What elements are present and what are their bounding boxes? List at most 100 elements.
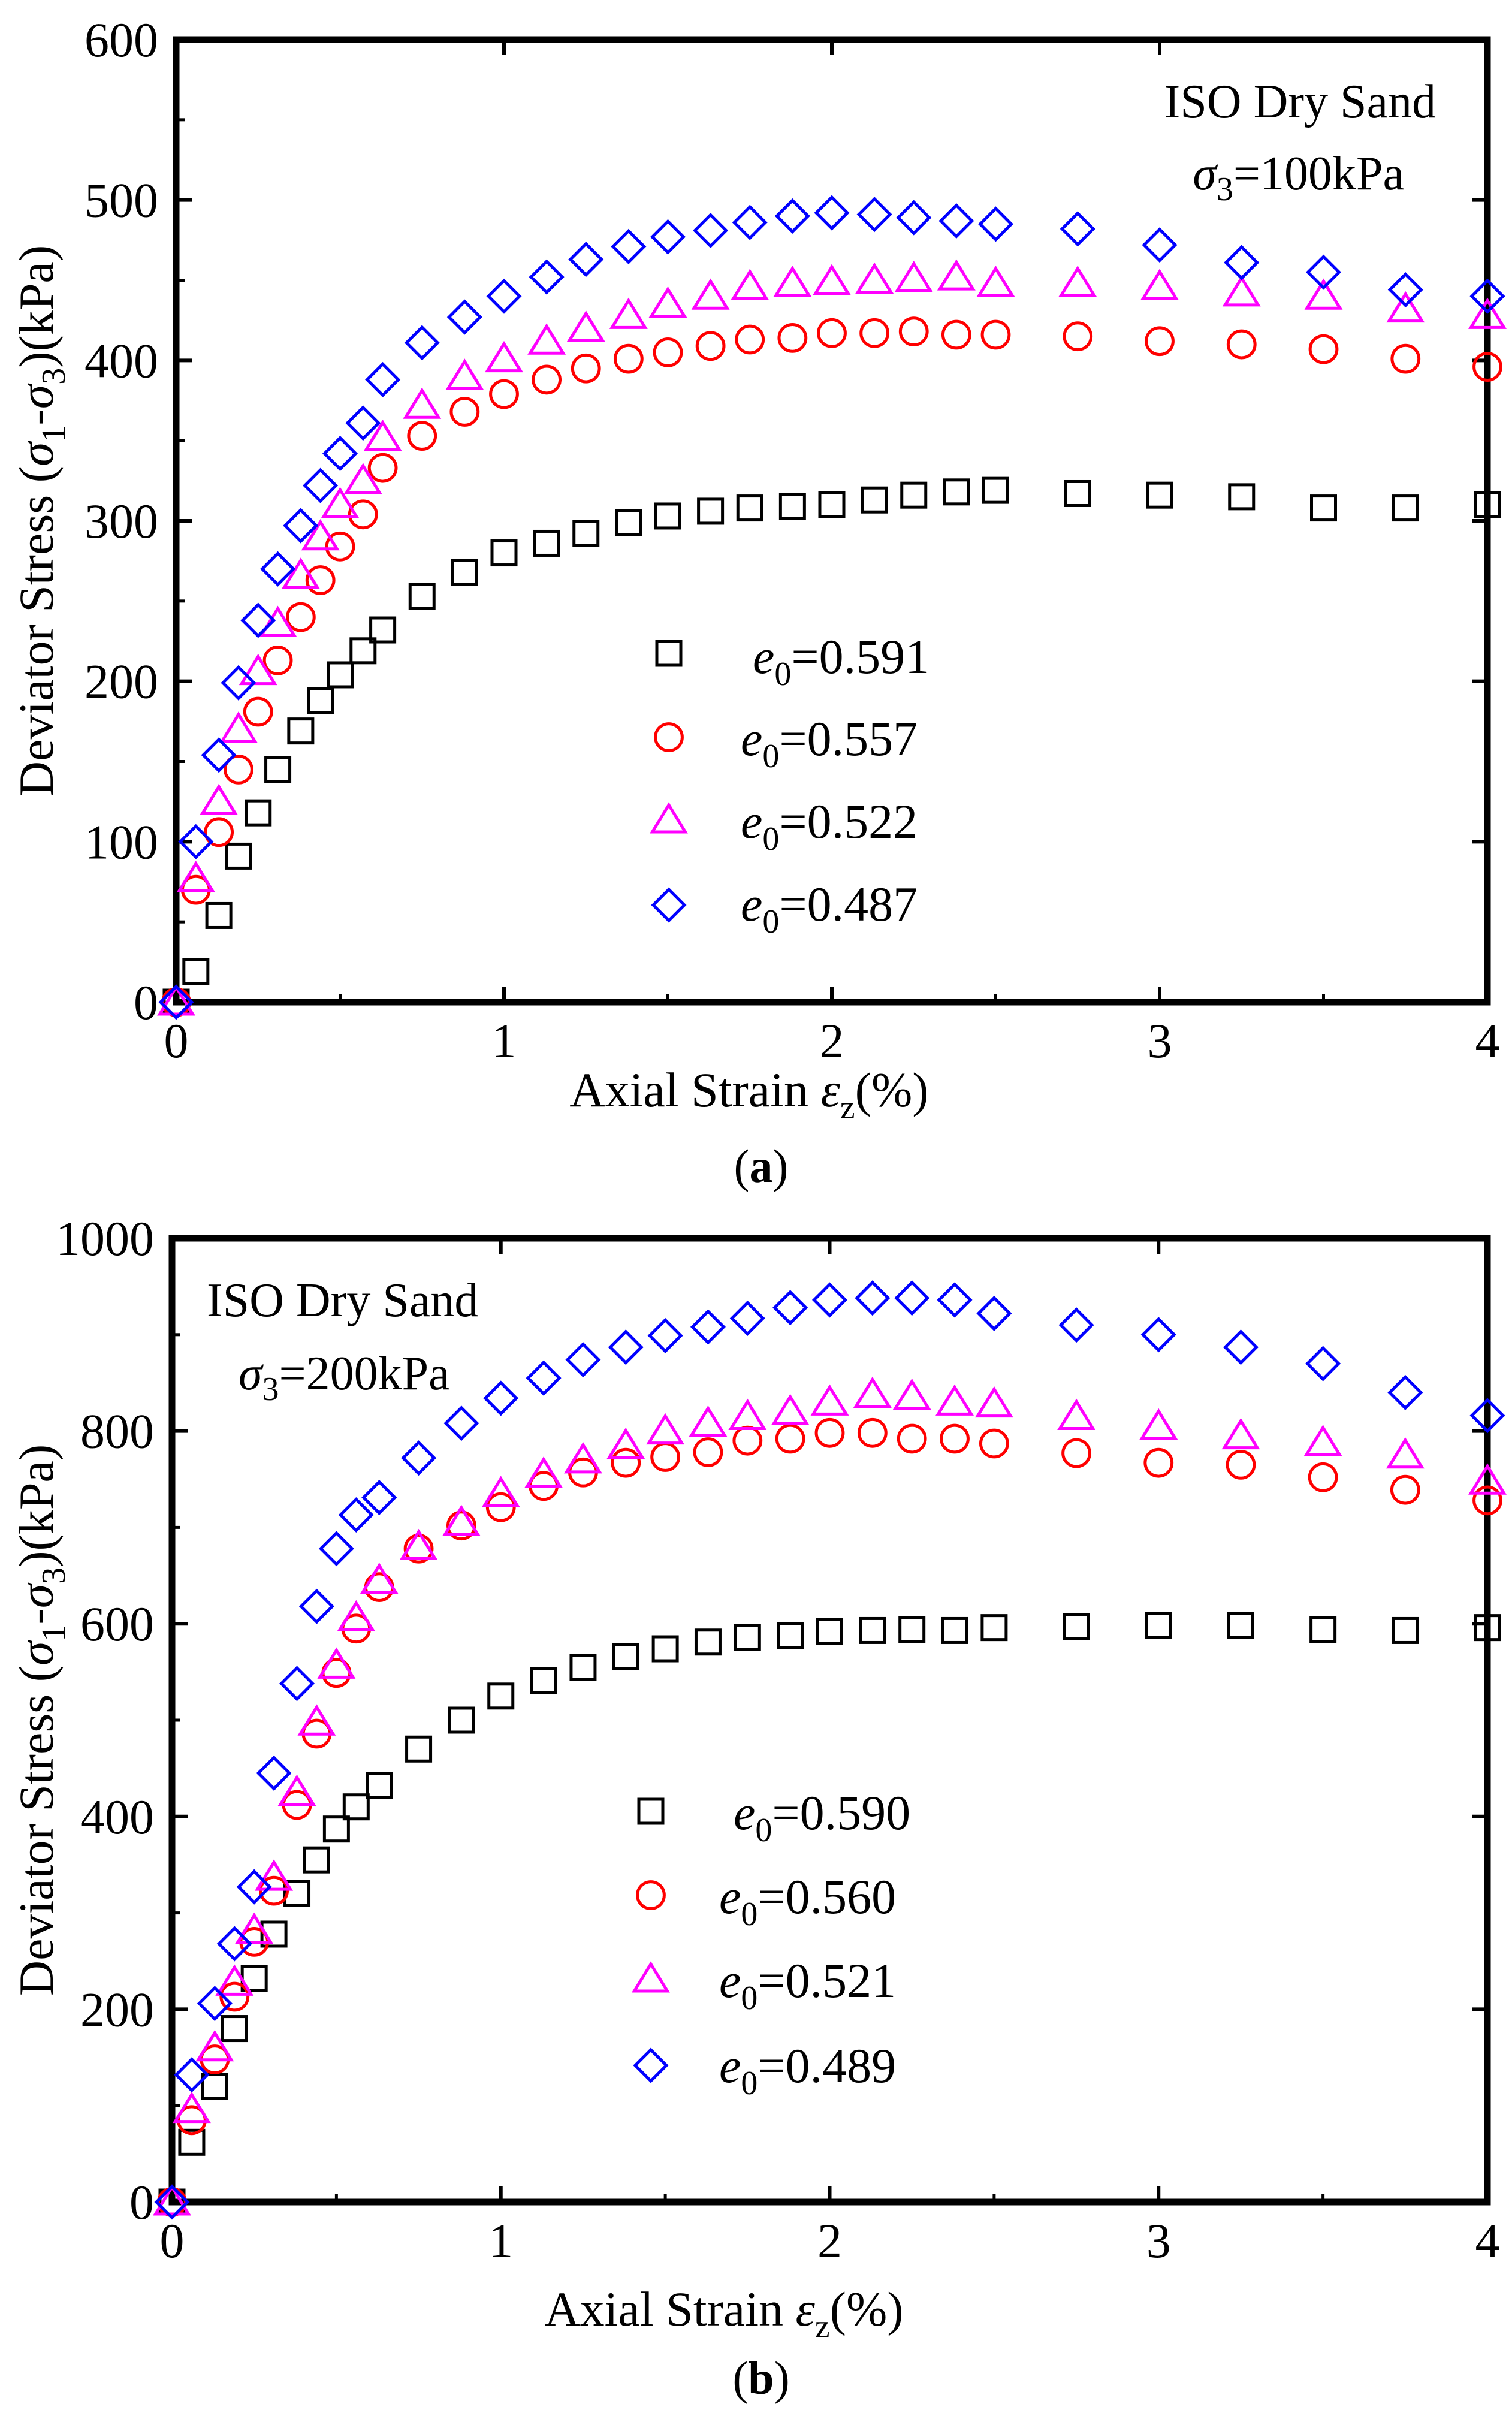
point-b-0-28 bbox=[1227, 1612, 1254, 1639]
legend-marker-a-2 bbox=[650, 802, 688, 834]
point-b-0-16 bbox=[612, 1643, 639, 1670]
y-tick-labels-b: 0 200 400 600 800 1000 bbox=[56, 1211, 154, 2230]
point-b-3-7 bbox=[298, 1588, 334, 1624]
point-b-1-23 bbox=[897, 1423, 927, 1454]
point-b-1-31 bbox=[1472, 1485, 1502, 1516]
x-tick-labels-b: 0 1 2 3 4 bbox=[160, 2213, 1500, 2268]
point-a-3-25 bbox=[977, 206, 1014, 242]
y-tick-label-b-5: 1000 bbox=[56, 1211, 154, 1266]
point-b-3-13 bbox=[483, 1380, 519, 1416]
point-a-2-6 bbox=[281, 557, 320, 589]
point-b-0-10 bbox=[366, 1772, 393, 1799]
point-a-3-29 bbox=[1305, 254, 1342, 290]
point-b-0-14 bbox=[530, 1667, 557, 1694]
point-a-3-17 bbox=[650, 219, 686, 255]
point-a-0-31 bbox=[1474, 491, 1501, 518]
point-a-3-10 bbox=[365, 361, 401, 397]
point-a-1-18 bbox=[695, 331, 726, 361]
point-a-3-31 bbox=[1469, 278, 1505, 314]
point-a-2-7 bbox=[301, 518, 340, 551]
point-b-2-4 bbox=[235, 1912, 274, 1944]
point-b-2-20 bbox=[771, 1394, 810, 1425]
point-b-1-21 bbox=[814, 1417, 845, 1448]
y-tick-label-b-1: 200 bbox=[80, 1982, 154, 2037]
point-b-0-15 bbox=[569, 1654, 597, 1681]
point-a-0-2 bbox=[205, 901, 233, 929]
point-a-2-4 bbox=[239, 653, 277, 686]
point-b-0-23 bbox=[898, 1616, 926, 1643]
legend-label-b-3: e0=0.489 bbox=[719, 2038, 896, 2102]
series-a-2 bbox=[157, 259, 1507, 1016]
legend-marker-a-0 bbox=[655, 640, 683, 667]
point-a-1-25 bbox=[980, 319, 1011, 350]
point-b-0-11 bbox=[405, 1735, 433, 1763]
point-b-3-25 bbox=[976, 1295, 1012, 1331]
x-tick-label-a-2: 2 bbox=[820, 1014, 844, 1068]
legend-marker-b-2 bbox=[632, 1961, 670, 1993]
point-b-2-19 bbox=[728, 1398, 767, 1430]
point-a-1-14 bbox=[532, 364, 562, 395]
legend-label-a-3: e0=0.487 bbox=[741, 877, 918, 940]
point-a-2-24 bbox=[937, 259, 976, 291]
point-b-3-21 bbox=[811, 1282, 848, 1318]
point-b-2-11 bbox=[399, 1528, 438, 1561]
point-b-3-4 bbox=[236, 1869, 272, 1905]
point-a-0-12 bbox=[451, 559, 478, 586]
point-b-2-18 bbox=[689, 1405, 728, 1437]
point-b-3-23 bbox=[894, 1280, 930, 1316]
point-a-1-31 bbox=[1472, 352, 1502, 382]
point-b-2-2 bbox=[195, 2029, 234, 2062]
point-a-0-7 bbox=[307, 687, 334, 714]
series-b-3 bbox=[154, 1280, 1505, 2220]
legend-b: e0=0.590 e0=0.560 e0=0.521 e0=0.489 bbox=[632, 1785, 910, 2102]
point-a-1-26 bbox=[1063, 321, 1093, 352]
legend-label-b-1: e0=0.560 bbox=[719, 1869, 896, 1933]
point-a-2-27 bbox=[1140, 269, 1179, 300]
point-a-1-24 bbox=[941, 319, 971, 350]
point-a-2-15 bbox=[566, 310, 605, 342]
x-tick-labels-a: 0 1 2 3 4 bbox=[164, 1014, 1500, 1068]
point-b-0-26 bbox=[1063, 1613, 1090, 1640]
point-a-3-28 bbox=[1224, 245, 1260, 280]
point-b-3-6 bbox=[279, 1666, 315, 1702]
point-a-2-11 bbox=[403, 387, 442, 419]
point-a-1-12 bbox=[449, 397, 480, 427]
point-a-2-25 bbox=[976, 266, 1015, 297]
chart-panel-a: 0 100 200 300 400 500 600 0 1 2 3 4 ISO Dry Sand σ… bbox=[9, 13, 1507, 1192]
point-b-2-16 bbox=[606, 1427, 645, 1459]
point-b-2-25 bbox=[974, 1386, 1013, 1418]
caption-b: (b) bbox=[732, 2352, 789, 2404]
legend-a: e0=0.591 e0=0.557 e0=0.522 e0=0.487 bbox=[650, 629, 929, 940]
point-a-2-3 bbox=[219, 711, 258, 743]
point-a-3-19 bbox=[732, 204, 768, 240]
point-b-2-3 bbox=[215, 1964, 254, 1996]
point-a-0-24 bbox=[943, 478, 970, 506]
legend-label-a-1: e0=0.557 bbox=[741, 711, 918, 775]
point-a-0-21 bbox=[818, 491, 846, 518]
point-b-0-3 bbox=[221, 2015, 248, 2043]
chart-title-b: ISO Dry Sand bbox=[207, 1274, 478, 1327]
point-b-2-21 bbox=[810, 1384, 849, 1416]
point-a-0-16 bbox=[615, 509, 642, 536]
point-a-1-8 bbox=[325, 531, 355, 562]
point-a-2-22 bbox=[855, 262, 894, 294]
point-b-0-5 bbox=[260, 1920, 288, 1948]
x-tick-label-a-4: 4 bbox=[1475, 1014, 1500, 1068]
point-a-3-8 bbox=[322, 436, 358, 472]
point-a-3-4 bbox=[240, 602, 276, 638]
chart-title-a: ISO Dry Sand bbox=[1164, 76, 1436, 128]
point-b-0-18 bbox=[694, 1628, 722, 1656]
point-b-3-11 bbox=[401, 1440, 437, 1476]
point-b-0-1 bbox=[178, 2128, 206, 2156]
point-a-1-27 bbox=[1145, 326, 1175, 357]
point-a-0-1 bbox=[182, 958, 210, 985]
point-a-2-12 bbox=[445, 358, 484, 390]
series-a-3 bbox=[158, 195, 1505, 1020]
x-tick-label-b-1: 1 bbox=[488, 2213, 513, 2268]
point-b-2-22 bbox=[853, 1376, 892, 1408]
point-a-2-20 bbox=[773, 266, 812, 297]
y-tick-label-a-3: 300 bbox=[84, 494, 158, 548]
point-a-0-3 bbox=[225, 842, 252, 870]
point-b-1-19 bbox=[732, 1425, 763, 1456]
